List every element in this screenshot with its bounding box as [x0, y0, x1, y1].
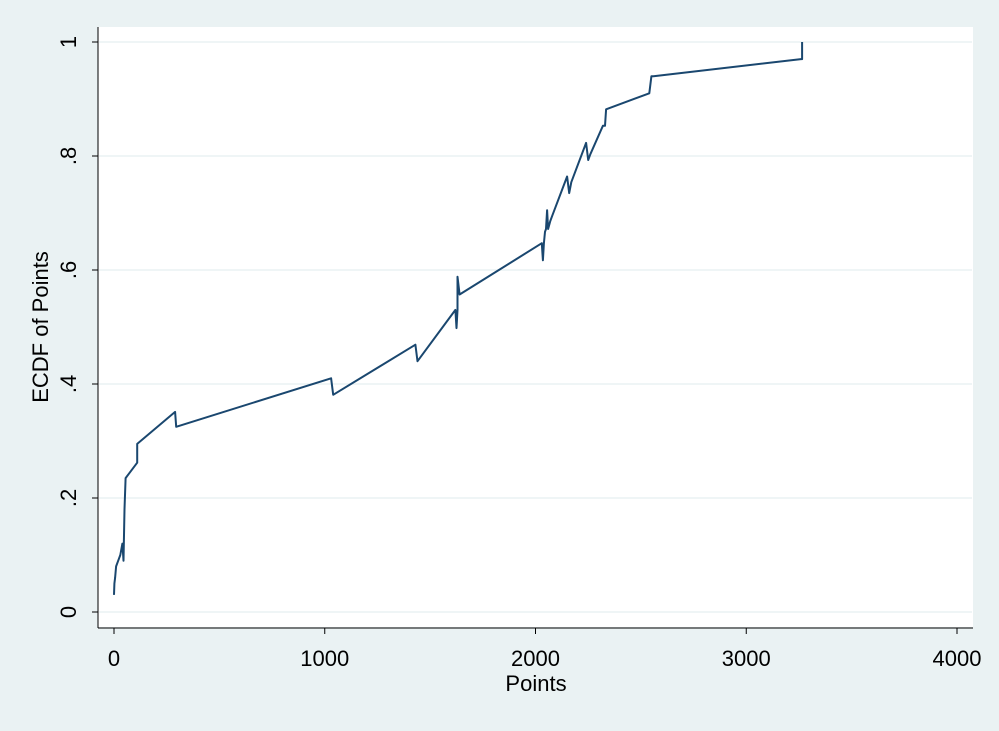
x-tick-label: 0 [108, 646, 120, 671]
x-ticks: 0 1000 2000 3000 4000 [108, 628, 982, 671]
y-tick-label: .4 [56, 375, 81, 393]
y-tick-label: 0 [56, 606, 81, 618]
x-axis-title: Points [505, 671, 566, 696]
y-axis-title: ECDF of Points [28, 251, 53, 403]
ecdf-series-line [113, 42, 804, 595]
series [113, 42, 804, 595]
y-tick-label: .2 [56, 489, 81, 507]
plot-area [98, 27, 973, 627]
y-tick-label: .6 [56, 261, 81, 279]
gridlines [99, 41, 972, 613]
x-tick-label: 1000 [300, 646, 349, 671]
y-tick-label: .8 [56, 147, 81, 165]
x-tick-label: 4000 [933, 646, 982, 671]
y-ticks: 0 .2 .4 .6 .8 1 [56, 36, 98, 618]
x-tick-label: 2000 [511, 646, 560, 671]
y-tick-label: 1 [56, 36, 81, 48]
x-tick-label: 3000 [722, 646, 771, 671]
